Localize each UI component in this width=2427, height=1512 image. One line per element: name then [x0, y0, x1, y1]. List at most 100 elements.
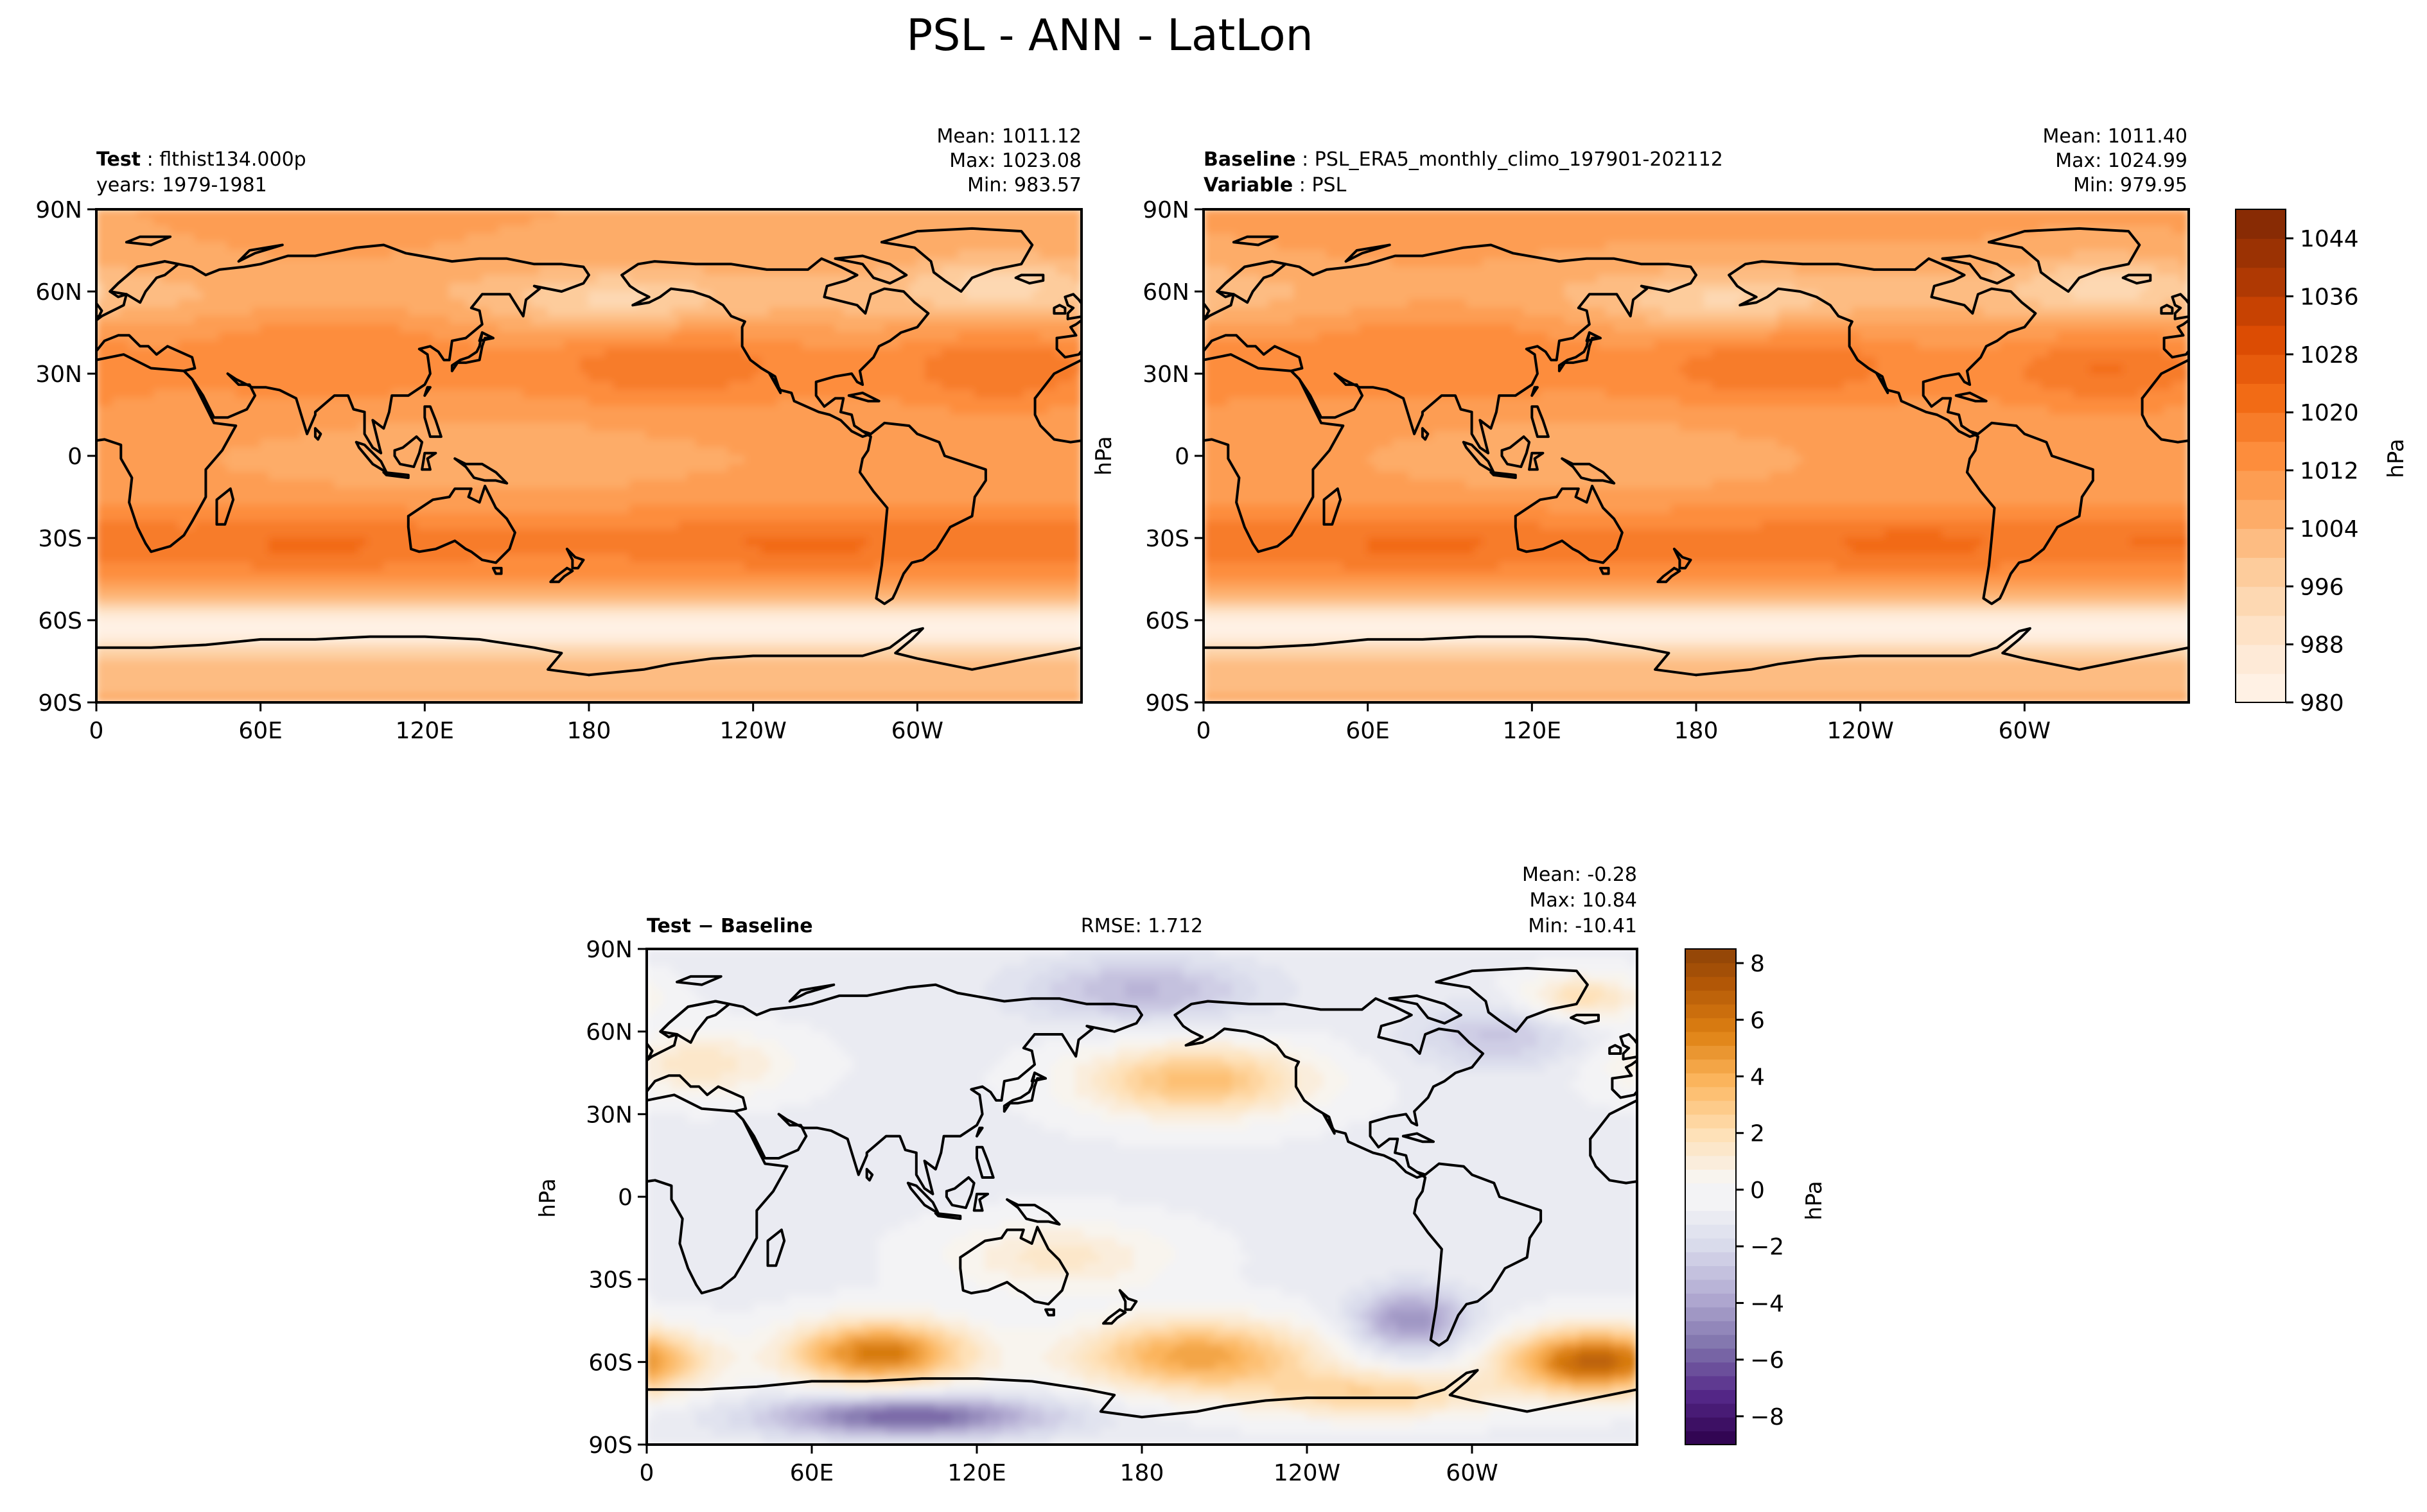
field-cell: [194, 537, 204, 547]
field-cell: [941, 365, 951, 374]
field-cell: [777, 233, 787, 243]
field-cell: [958, 241, 967, 251]
field-cell: [695, 299, 705, 309]
field-cell: [482, 241, 491, 251]
field-cell: [489, 389, 500, 399]
field-cell: [1015, 250, 1025, 259]
field-cell: [211, 512, 220, 523]
field-cell: [777, 430, 787, 440]
field-cell: [243, 447, 253, 456]
field-cell: [259, 529, 270, 539]
field-cell: [309, 217, 319, 227]
field-cell: [1007, 414, 1017, 424]
field-cell: [457, 250, 467, 259]
field-cell: [958, 480, 967, 489]
field-cell: [506, 209, 516, 218]
field-cell: [243, 324, 253, 333]
field-cell: [489, 356, 500, 366]
field-cell: [777, 307, 787, 317]
field-cell: [843, 521, 852, 530]
field-cell: [96, 447, 105, 456]
field-cell: [1056, 397, 1066, 407]
field-cell: [867, 488, 877, 498]
field-cell: [186, 537, 196, 547]
field-cell: [465, 315, 475, 325]
field-cell: [194, 422, 204, 432]
field-cell: [235, 439, 245, 448]
field-cell: [933, 291, 943, 300]
field-cell: [1015, 209, 1025, 218]
field-cell: [170, 299, 179, 309]
field-cell: [654, 488, 663, 498]
field-cell: [161, 324, 171, 333]
field-cell: [645, 414, 656, 424]
field-cell: [120, 389, 130, 399]
field-cell: [760, 439, 771, 448]
field-cell: [925, 521, 934, 530]
field-cell: [859, 537, 869, 547]
field-cell: [867, 340, 877, 350]
field-cell: [916, 266, 926, 276]
field-cell: [982, 406, 992, 415]
field-cell: [309, 512, 319, 523]
field-cell: [941, 512, 951, 523]
field-cell: [399, 209, 409, 218]
field-cell: [367, 521, 376, 530]
field-cell: [293, 315, 302, 325]
field-cell: [974, 406, 984, 415]
field-cell: [317, 217, 327, 227]
field-cell: [695, 512, 705, 523]
field-cell: [769, 529, 778, 539]
field-cell: [818, 332, 828, 342]
field-cell: [556, 250, 565, 259]
field-cell: [309, 356, 319, 366]
field-cell: [736, 233, 746, 243]
field-cell: [514, 512, 524, 523]
field-cell: [637, 315, 647, 325]
field-cell: [317, 439, 327, 448]
field-cell: [900, 250, 910, 259]
field-cell: [374, 299, 385, 309]
field-cell: [678, 455, 688, 465]
field-cell: [1040, 233, 1049, 243]
field-cell: [268, 455, 277, 465]
field-cell: [424, 512, 434, 523]
field-cell: [285, 537, 294, 547]
field-cell: [482, 373, 491, 383]
field-cell: [293, 225, 302, 235]
field-cell: [900, 348, 910, 358]
field-cell: [933, 406, 943, 415]
field-cell: [170, 217, 179, 227]
field-cell: [1056, 373, 1066, 383]
field-cell: [243, 546, 253, 555]
field-cell: [826, 250, 836, 259]
field-cell: [211, 365, 220, 374]
field-cell: [120, 324, 130, 333]
field-cell: [539, 348, 548, 358]
field-cell: [424, 397, 434, 407]
field-cell: [137, 488, 146, 498]
field-cell: [202, 488, 212, 498]
field-cell: [482, 397, 491, 407]
field-cell: [941, 471, 951, 482]
field-cell: [678, 430, 688, 440]
field-cell: [662, 397, 672, 407]
field-cell: [506, 505, 516, 514]
field-cell: [530, 406, 541, 415]
field-cell: [736, 266, 746, 276]
field-cell: [465, 389, 475, 399]
field-cell: [1023, 340, 1033, 350]
field-cell: [506, 315, 516, 325]
field-cell: [383, 455, 392, 465]
field-cell: [637, 397, 647, 407]
field-cell: [218, 464, 229, 473]
field-cell: [760, 529, 771, 539]
field-cell: [572, 266, 581, 276]
field-cell: [712, 356, 721, 366]
field-cell: [1023, 537, 1033, 547]
field-cell: [884, 471, 893, 482]
field-cell: [186, 291, 196, 300]
field-cell: [687, 266, 696, 276]
field-cell: [687, 512, 696, 523]
field-cell: [1031, 447, 1041, 456]
